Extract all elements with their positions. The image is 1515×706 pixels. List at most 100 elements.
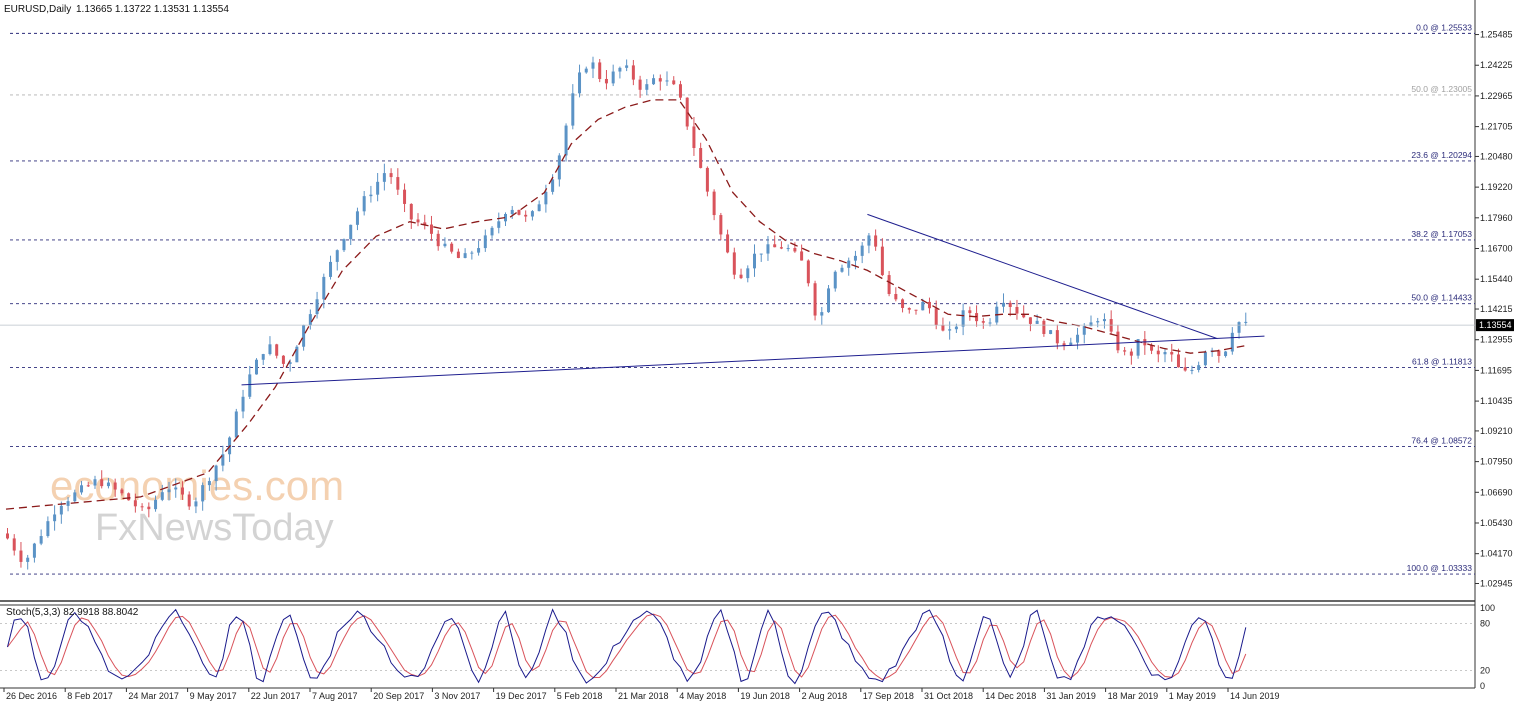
x-tick-label: 18 Mar 2019	[1108, 691, 1159, 701]
candle-body	[746, 268, 750, 279]
candle-body	[625, 65, 629, 68]
candle-body	[1015, 306, 1019, 314]
candle-body	[631, 65, 635, 80]
x-tick-label: 3 Nov 2017	[434, 691, 480, 701]
y-tick-label: 1.07950	[1480, 457, 1513, 467]
candle-body	[1150, 345, 1154, 351]
candle-body	[1022, 313, 1026, 318]
candle-body	[154, 499, 158, 510]
candle-body	[1224, 351, 1228, 357]
candle-body	[820, 312, 824, 316]
candle-body	[1062, 343, 1066, 346]
candle-body	[281, 355, 285, 364]
candle-body	[463, 253, 467, 258]
candle-body	[591, 62, 595, 69]
candle-body	[133, 500, 137, 507]
candle-body	[295, 346, 299, 363]
candle-body	[1055, 330, 1059, 344]
trend-lines	[241, 213, 1265, 386]
candle-body	[739, 274, 743, 279]
y-tick-label: 1.25485	[1480, 30, 1513, 40]
x-tick-label: 8 Feb 2017	[67, 691, 113, 701]
candle-body	[1217, 350, 1221, 357]
y-tick-label: 1.11695	[1480, 365, 1512, 375]
candle-body	[46, 521, 50, 537]
candle-body	[954, 326, 958, 330]
candle-body	[860, 245, 864, 256]
y-tick-label: 1.14215	[1480, 304, 1513, 314]
candle-body	[833, 271, 837, 289]
candle-body	[927, 301, 931, 309]
candle-body	[329, 261, 333, 277]
ohlc-label: 1.13665 1.13722 1.13531 1.13554	[76, 4, 229, 15]
candle-body	[80, 485, 84, 493]
candle-body	[645, 84, 649, 90]
candle-body	[456, 251, 460, 258]
candle-body	[187, 494, 191, 507]
x-tick-label: 14 Jun 2019	[1230, 691, 1280, 701]
candle-body	[712, 191, 716, 216]
candle-body	[470, 252, 474, 254]
candle-body	[53, 514, 57, 522]
candle-body	[813, 283, 817, 316]
candle-body	[564, 125, 568, 156]
candle-body	[584, 68, 588, 73]
candle-body	[497, 221, 501, 228]
y-tick-label: 1.16700	[1480, 244, 1513, 254]
fib-level-label: 100.0 @ 1.03333	[1407, 563, 1473, 573]
x-tick-label: 9 May 2017	[190, 691, 237, 701]
candle-body	[948, 329, 952, 331]
y-tick-label: 1.15440	[1480, 274, 1513, 284]
candle-body	[1203, 352, 1207, 366]
fib-level-label: 76.4 @ 1.08572	[1411, 435, 1472, 445]
candle-body	[1136, 339, 1140, 356]
candle-body	[409, 203, 413, 220]
candle-body	[921, 301, 925, 311]
candle-body	[1163, 352, 1167, 355]
y-tick-label: 1.24225	[1480, 60, 1513, 70]
candle-body	[275, 344, 279, 356]
candle-body	[793, 248, 797, 252]
candle-body	[66, 501, 70, 506]
candle-body	[207, 481, 211, 486]
candle-body	[726, 234, 730, 253]
fib-level-label: 23.6 @ 1.20294	[1411, 150, 1472, 160]
candle-body	[611, 71, 615, 84]
y-tick-label: 1.17960	[1480, 213, 1513, 223]
y-tick-label: 1.20480	[1480, 151, 1513, 161]
y-tick-label: 1.10435	[1480, 396, 1513, 406]
candle-body	[106, 482, 110, 487]
y-tick-label: 1.02945	[1480, 579, 1513, 589]
candle-body	[1129, 351, 1133, 356]
candle-body	[355, 211, 359, 225]
candle-body	[806, 260, 810, 284]
candle-body	[907, 307, 911, 310]
trend-line	[241, 335, 1265, 386]
candle-body	[1116, 331, 1120, 351]
x-tick-label: 19 Dec 2017	[496, 691, 547, 701]
candle-body	[221, 454, 225, 466]
candle-body	[887, 275, 891, 295]
candle-body	[530, 211, 534, 217]
candle-body	[1244, 321, 1248, 323]
candle-body	[1076, 334, 1080, 343]
fib-level-label: 50.0 @ 1.14433	[1411, 293, 1472, 303]
candle-body	[692, 126, 696, 149]
candle-body	[894, 294, 898, 300]
candle-body	[840, 267, 844, 272]
candle-body	[510, 209, 514, 214]
candle-body	[26, 557, 30, 562]
candle-body	[322, 276, 326, 300]
price-axis: 1.25485 1.24225 1.22965 1.21705 1.20480 1.192…	[1475, 30, 1513, 589]
candle-body	[1089, 322, 1093, 327]
candle-body	[719, 215, 723, 235]
candle-body	[362, 196, 366, 212]
stoch-level-label: 80	[1480, 619, 1490, 629]
candle-body	[113, 482, 117, 490]
candle-body	[127, 493, 131, 501]
candle-body	[429, 224, 433, 234]
candle-body	[800, 251, 804, 261]
candle-body	[1069, 342, 1073, 346]
candle-body	[961, 310, 965, 327]
